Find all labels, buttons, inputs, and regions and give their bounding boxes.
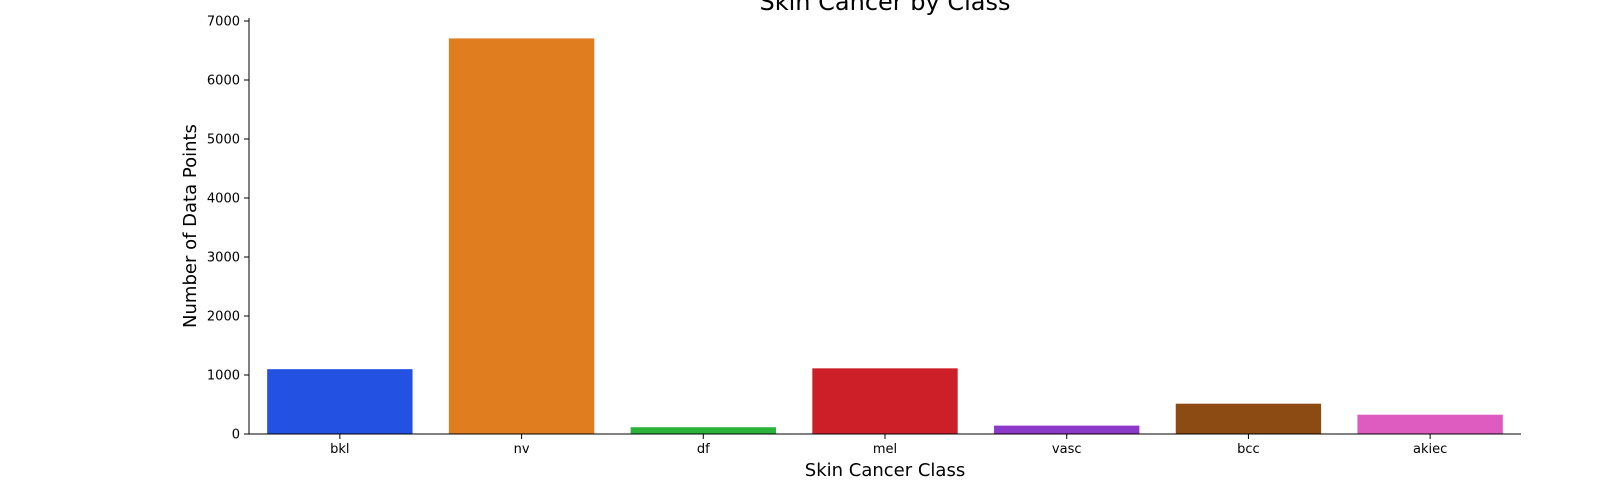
x-tick-label-bcc: bcc <box>1237 442 1260 457</box>
bars <box>267 38 1503 434</box>
x-tick-label-mel: mel <box>873 442 897 457</box>
x-tick-label-nv: nv <box>514 442 530 457</box>
y-tick-label-0: 0 <box>232 428 240 443</box>
y-tick-label-1000: 1000 <box>207 369 240 384</box>
x-tick-label-vasc: vasc <box>1052 442 1082 457</box>
bar-bkl <box>267 369 413 434</box>
bar-mel <box>812 368 958 434</box>
bar-nv <box>448 38 595 434</box>
chart-title: Skin Cancer by Class <box>760 0 1011 16</box>
y-tick-label-4000: 4000 <box>207 192 240 207</box>
y-tick-label-2000: 2000 <box>207 310 240 325</box>
y-tick-label-5000: 5000 <box>207 133 240 148</box>
bar-df <box>630 427 776 434</box>
bar-bcc <box>1175 403 1322 434</box>
y-tick-label-7000: 7000 <box>207 15 240 30</box>
bar-vasc <box>994 425 1140 434</box>
y-ticks: 0 1000 2000 3000 4000 5000 6000 7000 <box>207 15 249 443</box>
x-tick-label-bkl: bkl <box>330 442 349 457</box>
x-ticks: bkl nv df mel vasc bcc akiec <box>330 434 1447 457</box>
x-axis-label: Skin Cancer Class <box>805 460 965 481</box>
x-tick-label-akiec: akiec <box>1413 442 1447 457</box>
x-tick-label-df: df <box>697 442 710 457</box>
bar-akiec <box>1357 414 1503 434</box>
y-axis-label: Number of Data Points <box>180 124 201 328</box>
y-tick-label-3000: 3000 <box>207 251 240 266</box>
y-tick-label-6000: 6000 <box>207 74 240 89</box>
